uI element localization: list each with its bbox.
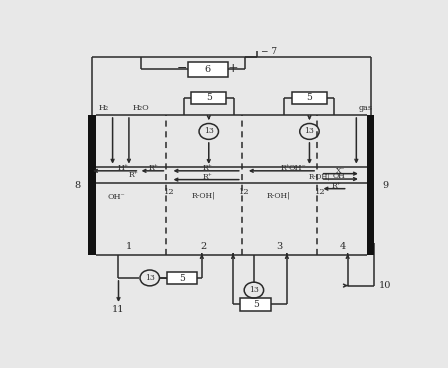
Text: 3: 3: [276, 242, 282, 251]
Text: R⁺: R⁺: [149, 164, 159, 172]
Text: 5: 5: [253, 300, 258, 309]
Text: X⁻: X⁻: [336, 167, 345, 176]
Text: 4: 4: [339, 242, 345, 251]
Text: 9: 9: [383, 181, 388, 190]
Text: OH⁻: OH⁻: [108, 192, 125, 201]
FancyBboxPatch shape: [191, 92, 226, 104]
Text: 8: 8: [74, 181, 80, 190]
Text: R⁺: R⁺: [202, 164, 212, 172]
Text: R⁺: R⁺: [332, 183, 341, 190]
Text: 11: 11: [112, 305, 125, 314]
Text: R⁺: R⁺: [128, 171, 138, 179]
Text: OH⁻: OH⁻: [289, 164, 306, 172]
Text: +: +: [228, 62, 239, 75]
Text: R⁺: R⁺: [280, 164, 290, 172]
Text: 2: 2: [200, 242, 207, 251]
Text: 5: 5: [179, 274, 185, 283]
Text: 13: 13: [305, 127, 314, 135]
Text: 13: 13: [145, 274, 155, 282]
Text: gas: gas: [359, 105, 373, 113]
Text: 1: 1: [126, 242, 132, 251]
Text: R-OH|: R-OH|: [192, 192, 215, 200]
FancyBboxPatch shape: [367, 115, 375, 255]
Text: 12: 12: [314, 188, 325, 195]
Text: 5: 5: [206, 93, 212, 102]
Text: 13: 13: [249, 286, 259, 294]
Text: 13: 13: [204, 127, 214, 135]
FancyBboxPatch shape: [188, 62, 228, 77]
Text: H⁺: H⁺: [117, 164, 128, 172]
Text: OH⁻: OH⁻: [332, 172, 349, 180]
Text: 10: 10: [379, 281, 391, 290]
Text: H₂: H₂: [99, 105, 109, 113]
Text: R-OH|: R-OH|: [308, 173, 330, 181]
FancyBboxPatch shape: [167, 272, 197, 284]
Text: 5: 5: [306, 93, 312, 102]
Text: 12: 12: [239, 188, 250, 195]
Text: R-OH|: R-OH|: [267, 192, 291, 200]
Text: R⁺: R⁺: [202, 173, 212, 181]
FancyBboxPatch shape: [240, 298, 271, 311]
Text: 12: 12: [164, 188, 175, 195]
FancyBboxPatch shape: [292, 92, 327, 104]
FancyBboxPatch shape: [88, 115, 96, 255]
Text: H₂O: H₂O: [133, 105, 150, 113]
Text: − 7: − 7: [261, 47, 277, 56]
Text: 6: 6: [205, 65, 211, 74]
Text: −: −: [177, 62, 188, 75]
